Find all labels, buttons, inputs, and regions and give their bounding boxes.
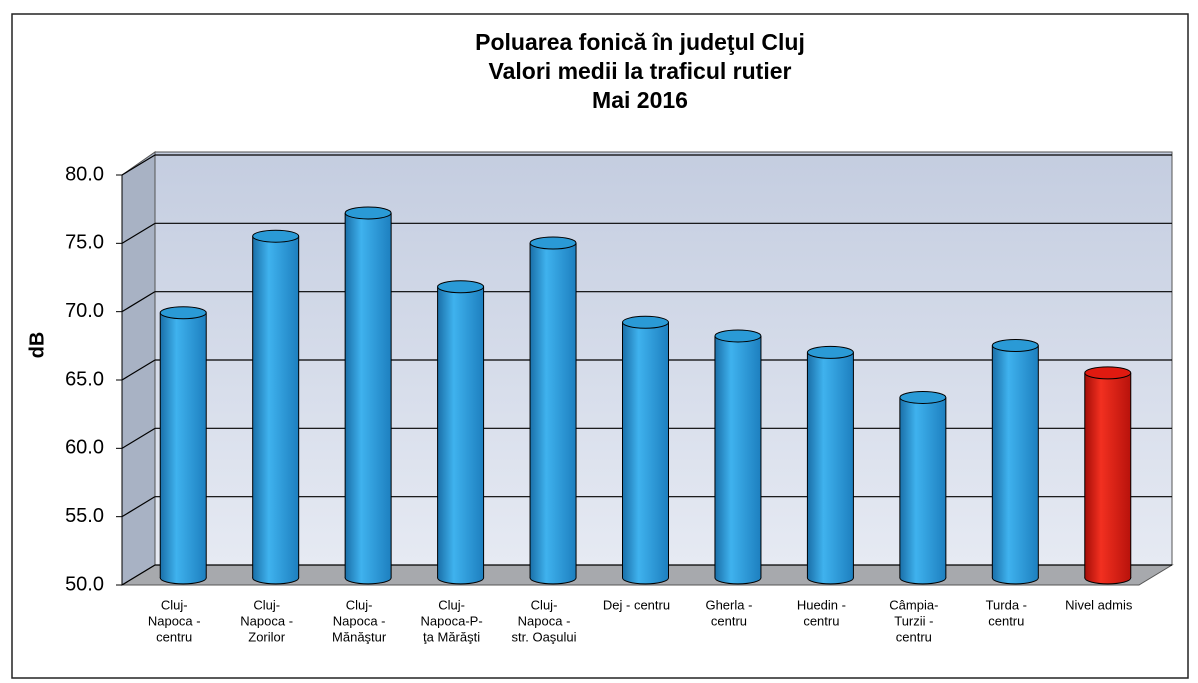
bar-top	[159, 306, 207, 320]
grid-line	[121, 291, 156, 313]
x-tick-label: Gherla -	[705, 597, 752, 612]
x-tick-label: Câmpia-	[889, 597, 938, 612]
bar	[160, 312, 207, 578]
y-tick-label: 70.0	[65, 300, 104, 322]
bar	[437, 286, 484, 578]
x-tick-label: Nivel admis	[1065, 597, 1133, 612]
x-tick-label: centru	[711, 613, 747, 628]
grid-line	[121, 496, 156, 518]
bar-top	[437, 280, 485, 294]
grid-line	[121, 154, 156, 176]
grid-line	[121, 222, 156, 244]
x-tick-label: Zorilor	[248, 629, 286, 644]
grid-line	[121, 427, 156, 449]
bar	[899, 397, 946, 578]
y-tick-label: 60.0	[65, 437, 104, 459]
chart-title: Poluarea fonică în judeţul Cluj	[475, 29, 805, 55]
bar	[252, 236, 299, 578]
x-tick-label: Napoca -	[333, 613, 386, 628]
x-tick-label: Turda -	[986, 597, 1027, 612]
x-tick-label: Cluj-	[438, 597, 465, 612]
y-tick-label: 80.0	[65, 163, 104, 185]
bar	[530, 243, 577, 578]
grid-line	[121, 359, 156, 381]
bar-top	[344, 206, 392, 220]
bar-top	[806, 345, 854, 359]
bar	[622, 322, 669, 578]
bar	[807, 352, 854, 578]
chart-title: Mai 2016	[592, 87, 688, 113]
x-tick-label: Cluj-	[253, 597, 280, 612]
bar-top	[622, 315, 669, 329]
bar	[992, 345, 1039, 578]
x-tick-label: Cluj-	[346, 597, 373, 612]
y-tick-label: 75.0	[65, 232, 104, 254]
y-tick-label: 55.0	[65, 505, 104, 527]
bar-top	[991, 339, 1039, 353]
x-tick-label: centru	[156, 629, 192, 644]
x-tick-label: Napoca -	[240, 613, 293, 628]
x-tick-label: Cluj-	[161, 597, 188, 612]
x-tick-label: str. Oaşului	[512, 629, 577, 644]
grid-line	[121, 564, 156, 586]
bar	[345, 212, 392, 578]
x-tick-label: Napoca-P-	[421, 613, 483, 628]
x-tick-label: Cluj-	[531, 597, 558, 612]
x-tick-label: Dej - centru	[603, 597, 670, 612]
bar-top	[714, 329, 762, 343]
bar	[714, 335, 761, 578]
y-tick-label: 50.0	[65, 573, 104, 595]
x-tick-label: Napoca -	[518, 613, 571, 628]
bar-top	[529, 236, 577, 250]
x-tick-label: Napoca -	[148, 613, 201, 628]
x-tick-label: centru	[803, 613, 839, 628]
x-tick-label: Mănăştur	[332, 629, 387, 644]
x-tick-label: ţa Mărăşti	[423, 629, 480, 644]
y-axis-label: dB	[26, 332, 48, 359]
x-tick-label: Turzii -	[894, 613, 933, 628]
chart-title: Valori medii la traficul rutier	[489, 58, 792, 84]
y-tick-label: 65.0	[65, 368, 104, 390]
bar	[1084, 372, 1131, 578]
x-tick-label: centru	[896, 629, 932, 644]
bar-top	[252, 229, 300, 243]
bar-top	[899, 390, 947, 404]
side-wall	[121, 151, 156, 586]
x-tick-label: Huedin -	[797, 597, 846, 612]
x-tick-label: centru	[988, 613, 1024, 628]
bar-top	[1084, 366, 1132, 380]
